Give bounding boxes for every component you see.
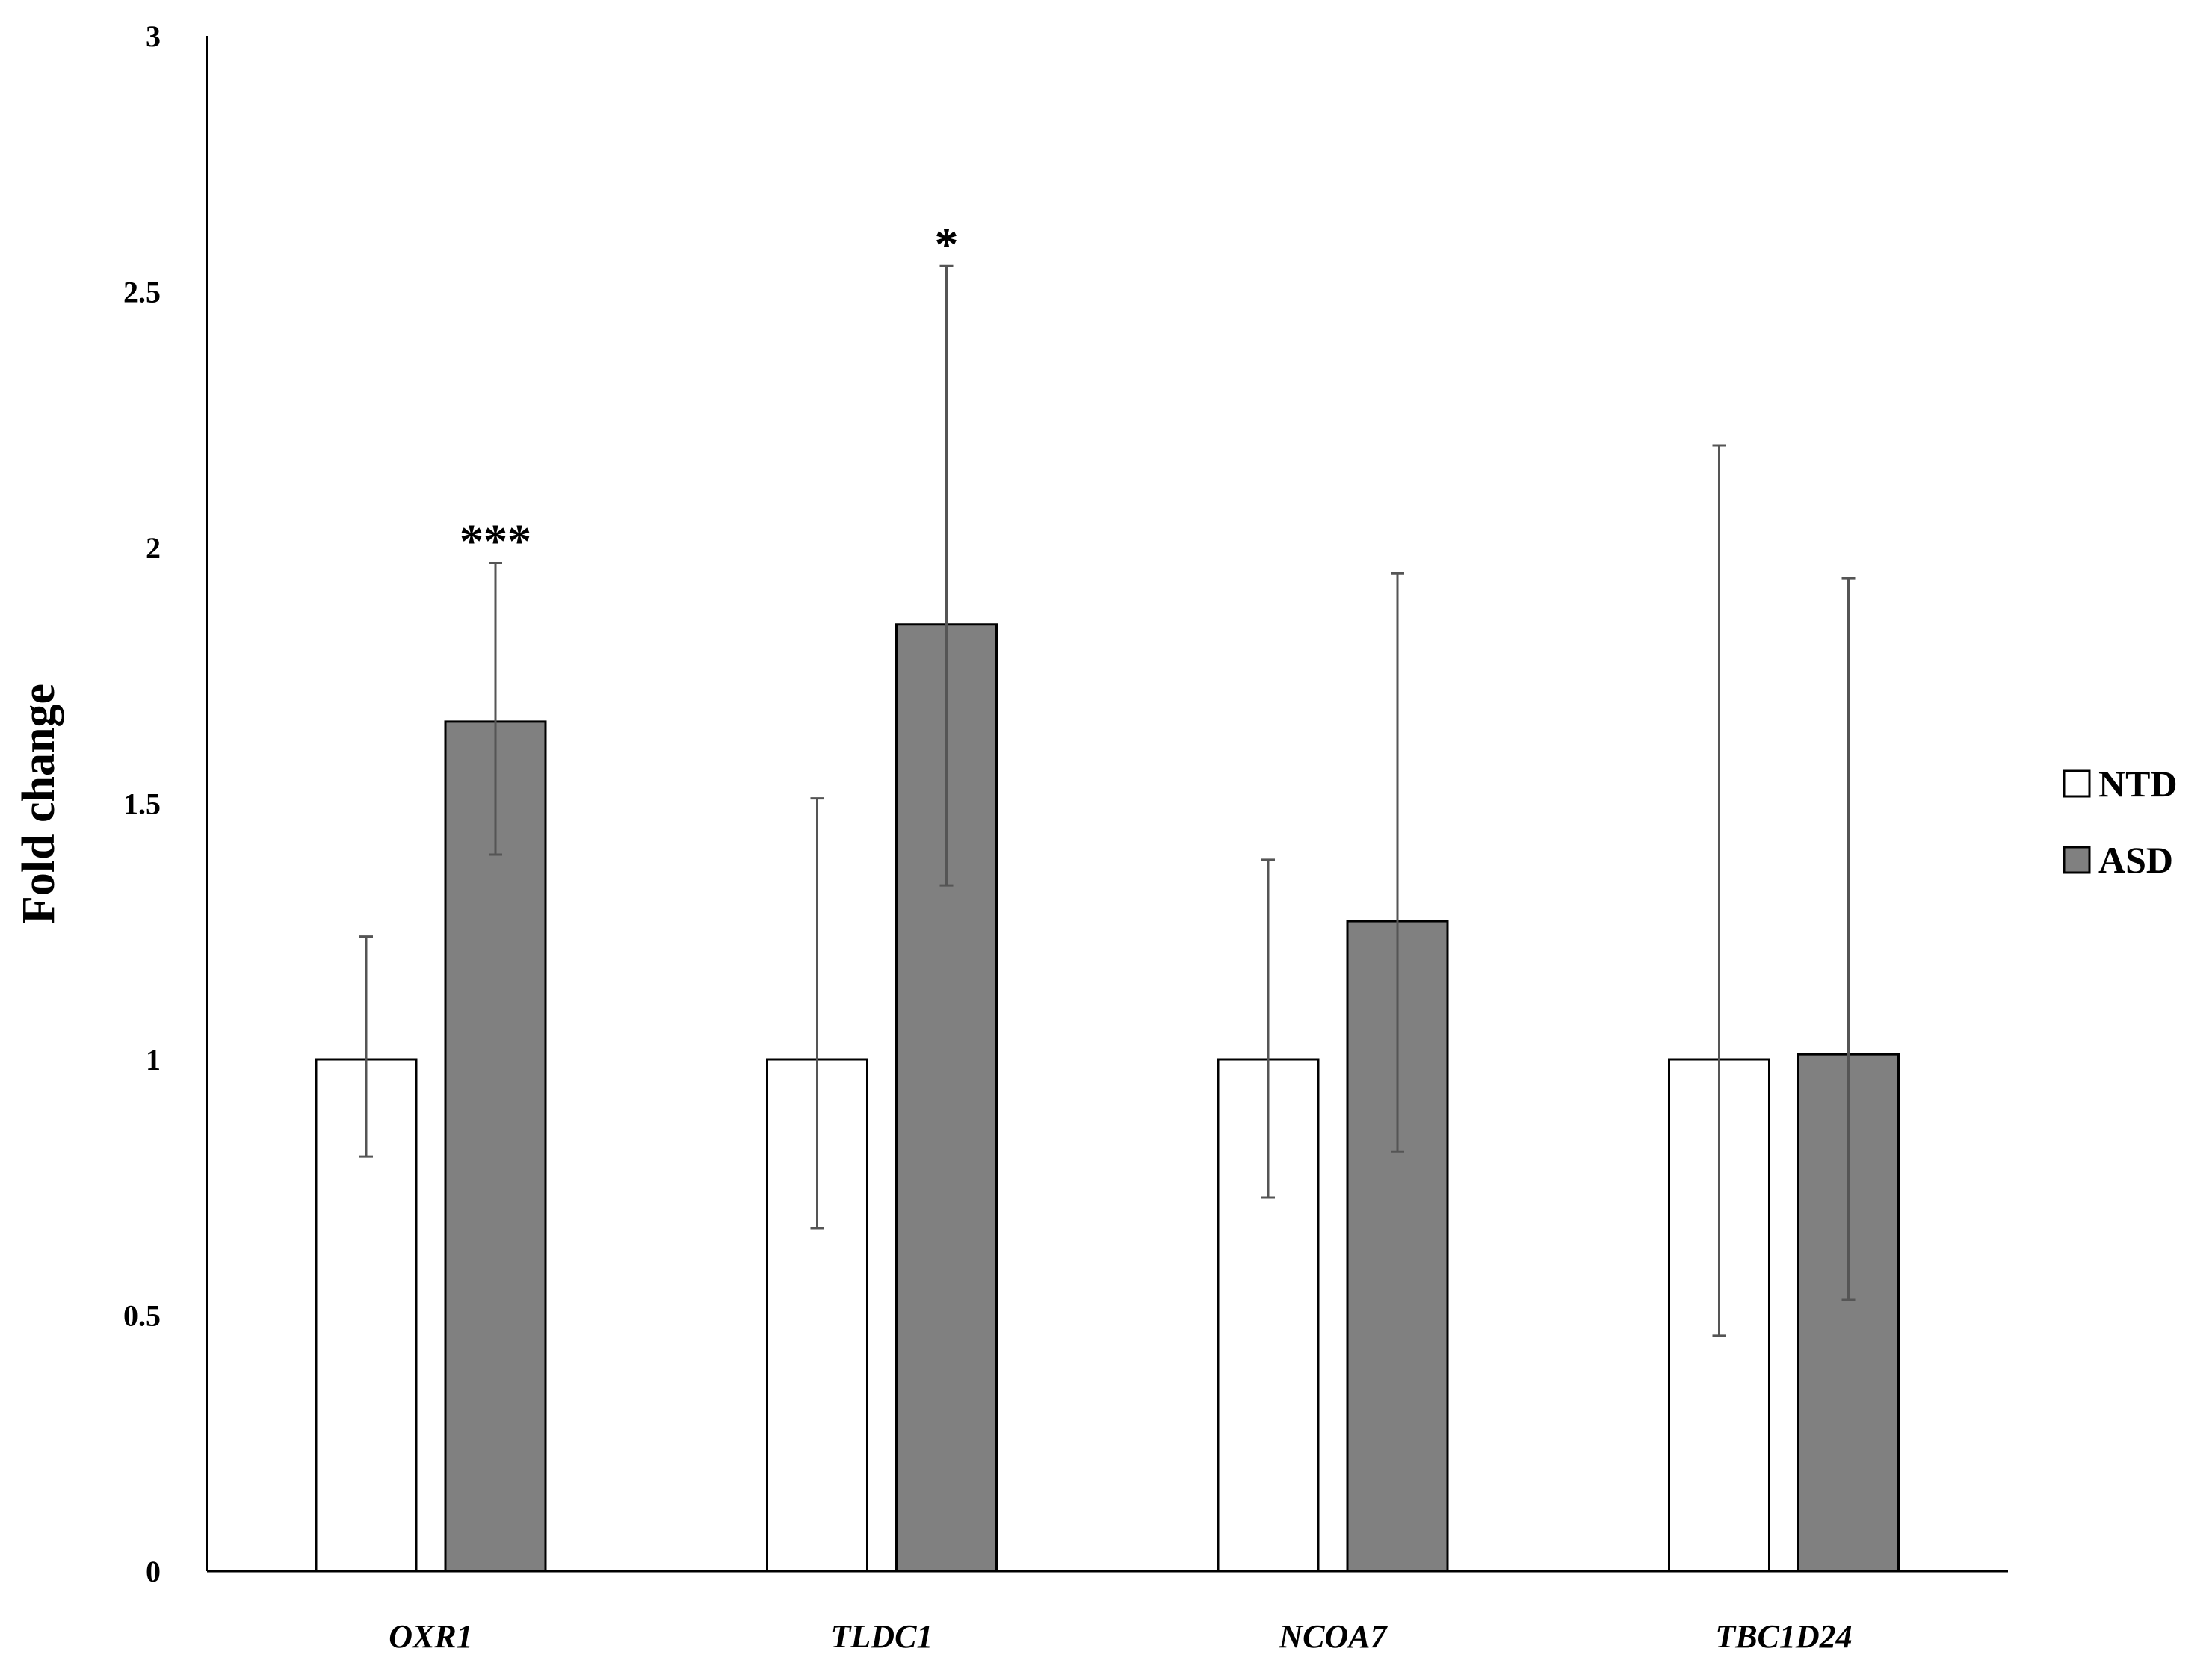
y-tick-label: 2 [146, 531, 161, 565]
x-tick-label: NCOA7 [1278, 1618, 1388, 1655]
legend-swatch-asd [2063, 846, 2091, 874]
y-tick-label: 1.5 [123, 787, 161, 821]
y-tick-label: 0 [146, 1555, 161, 1588]
legend-label-ntd: NTD [2098, 763, 2178, 805]
y-axis-label: Fold change [13, 684, 64, 924]
axes: 0 0.5 1 1.5 2 2.5 3 Fold change OXR1 TLDC1 NCOA7 TB… [13, 19, 2008, 1655]
error-bars [359, 264, 1856, 1337]
y-tick-label: 2.5 [123, 276, 161, 309]
bars [315, 623, 1900, 1573]
y-tick-label: 3 [146, 19, 161, 53]
y-tick-label: 0.5 [123, 1299, 161, 1333]
significance-annotations: **** [460, 217, 959, 567]
x-tick-label: TLDC1 [831, 1618, 933, 1655]
legend-swatch-ntd [2063, 769, 2091, 798]
significance-label: *** [460, 515, 531, 568]
x-tick-label: OXR1 [389, 1618, 472, 1655]
significance-label: * [935, 217, 959, 270]
legend-label-asd: ASD [2098, 839, 2173, 881]
y-tick-label: 1 [146, 1043, 161, 1077]
legend: NTD ASD [2063, 763, 2178, 881]
x-tick-label: TBC1D24 [1715, 1618, 1852, 1655]
